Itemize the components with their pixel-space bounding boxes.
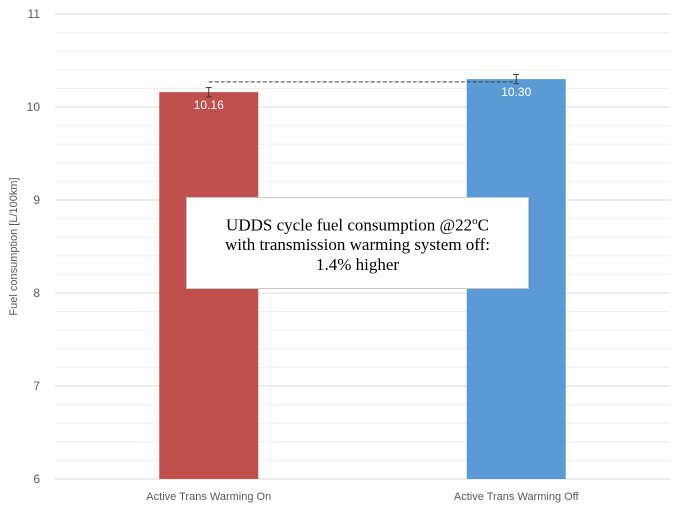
annotation-box: UDDS cycle fuel consumption @22oC with t… xyxy=(186,197,529,289)
annotation-line-2: with transmission warming system off: xyxy=(224,235,491,255)
x-tick-label: Active Trans Warming On xyxy=(146,491,271,503)
y-axis-title: Fuel consumption [L/100km] xyxy=(8,177,20,315)
annotation-line-3: 1.4% higher xyxy=(315,255,400,275)
y-tick-label: 6 xyxy=(33,472,40,486)
y-tick-label: 7 xyxy=(33,379,40,393)
data-label: 10.16 xyxy=(194,98,224,112)
y-tick-label: 8 xyxy=(33,286,40,300)
y-tick-label: 10 xyxy=(27,100,41,114)
y-tick-label: 9 xyxy=(33,193,40,207)
x-tick-label: Active Trans Warming Off xyxy=(454,491,580,503)
y-tick-label: 11 xyxy=(28,7,41,21)
annotation-line-1: UDDS cycle fuel consumption @22oC xyxy=(226,214,489,235)
data-label: 10.30 xyxy=(501,85,531,99)
